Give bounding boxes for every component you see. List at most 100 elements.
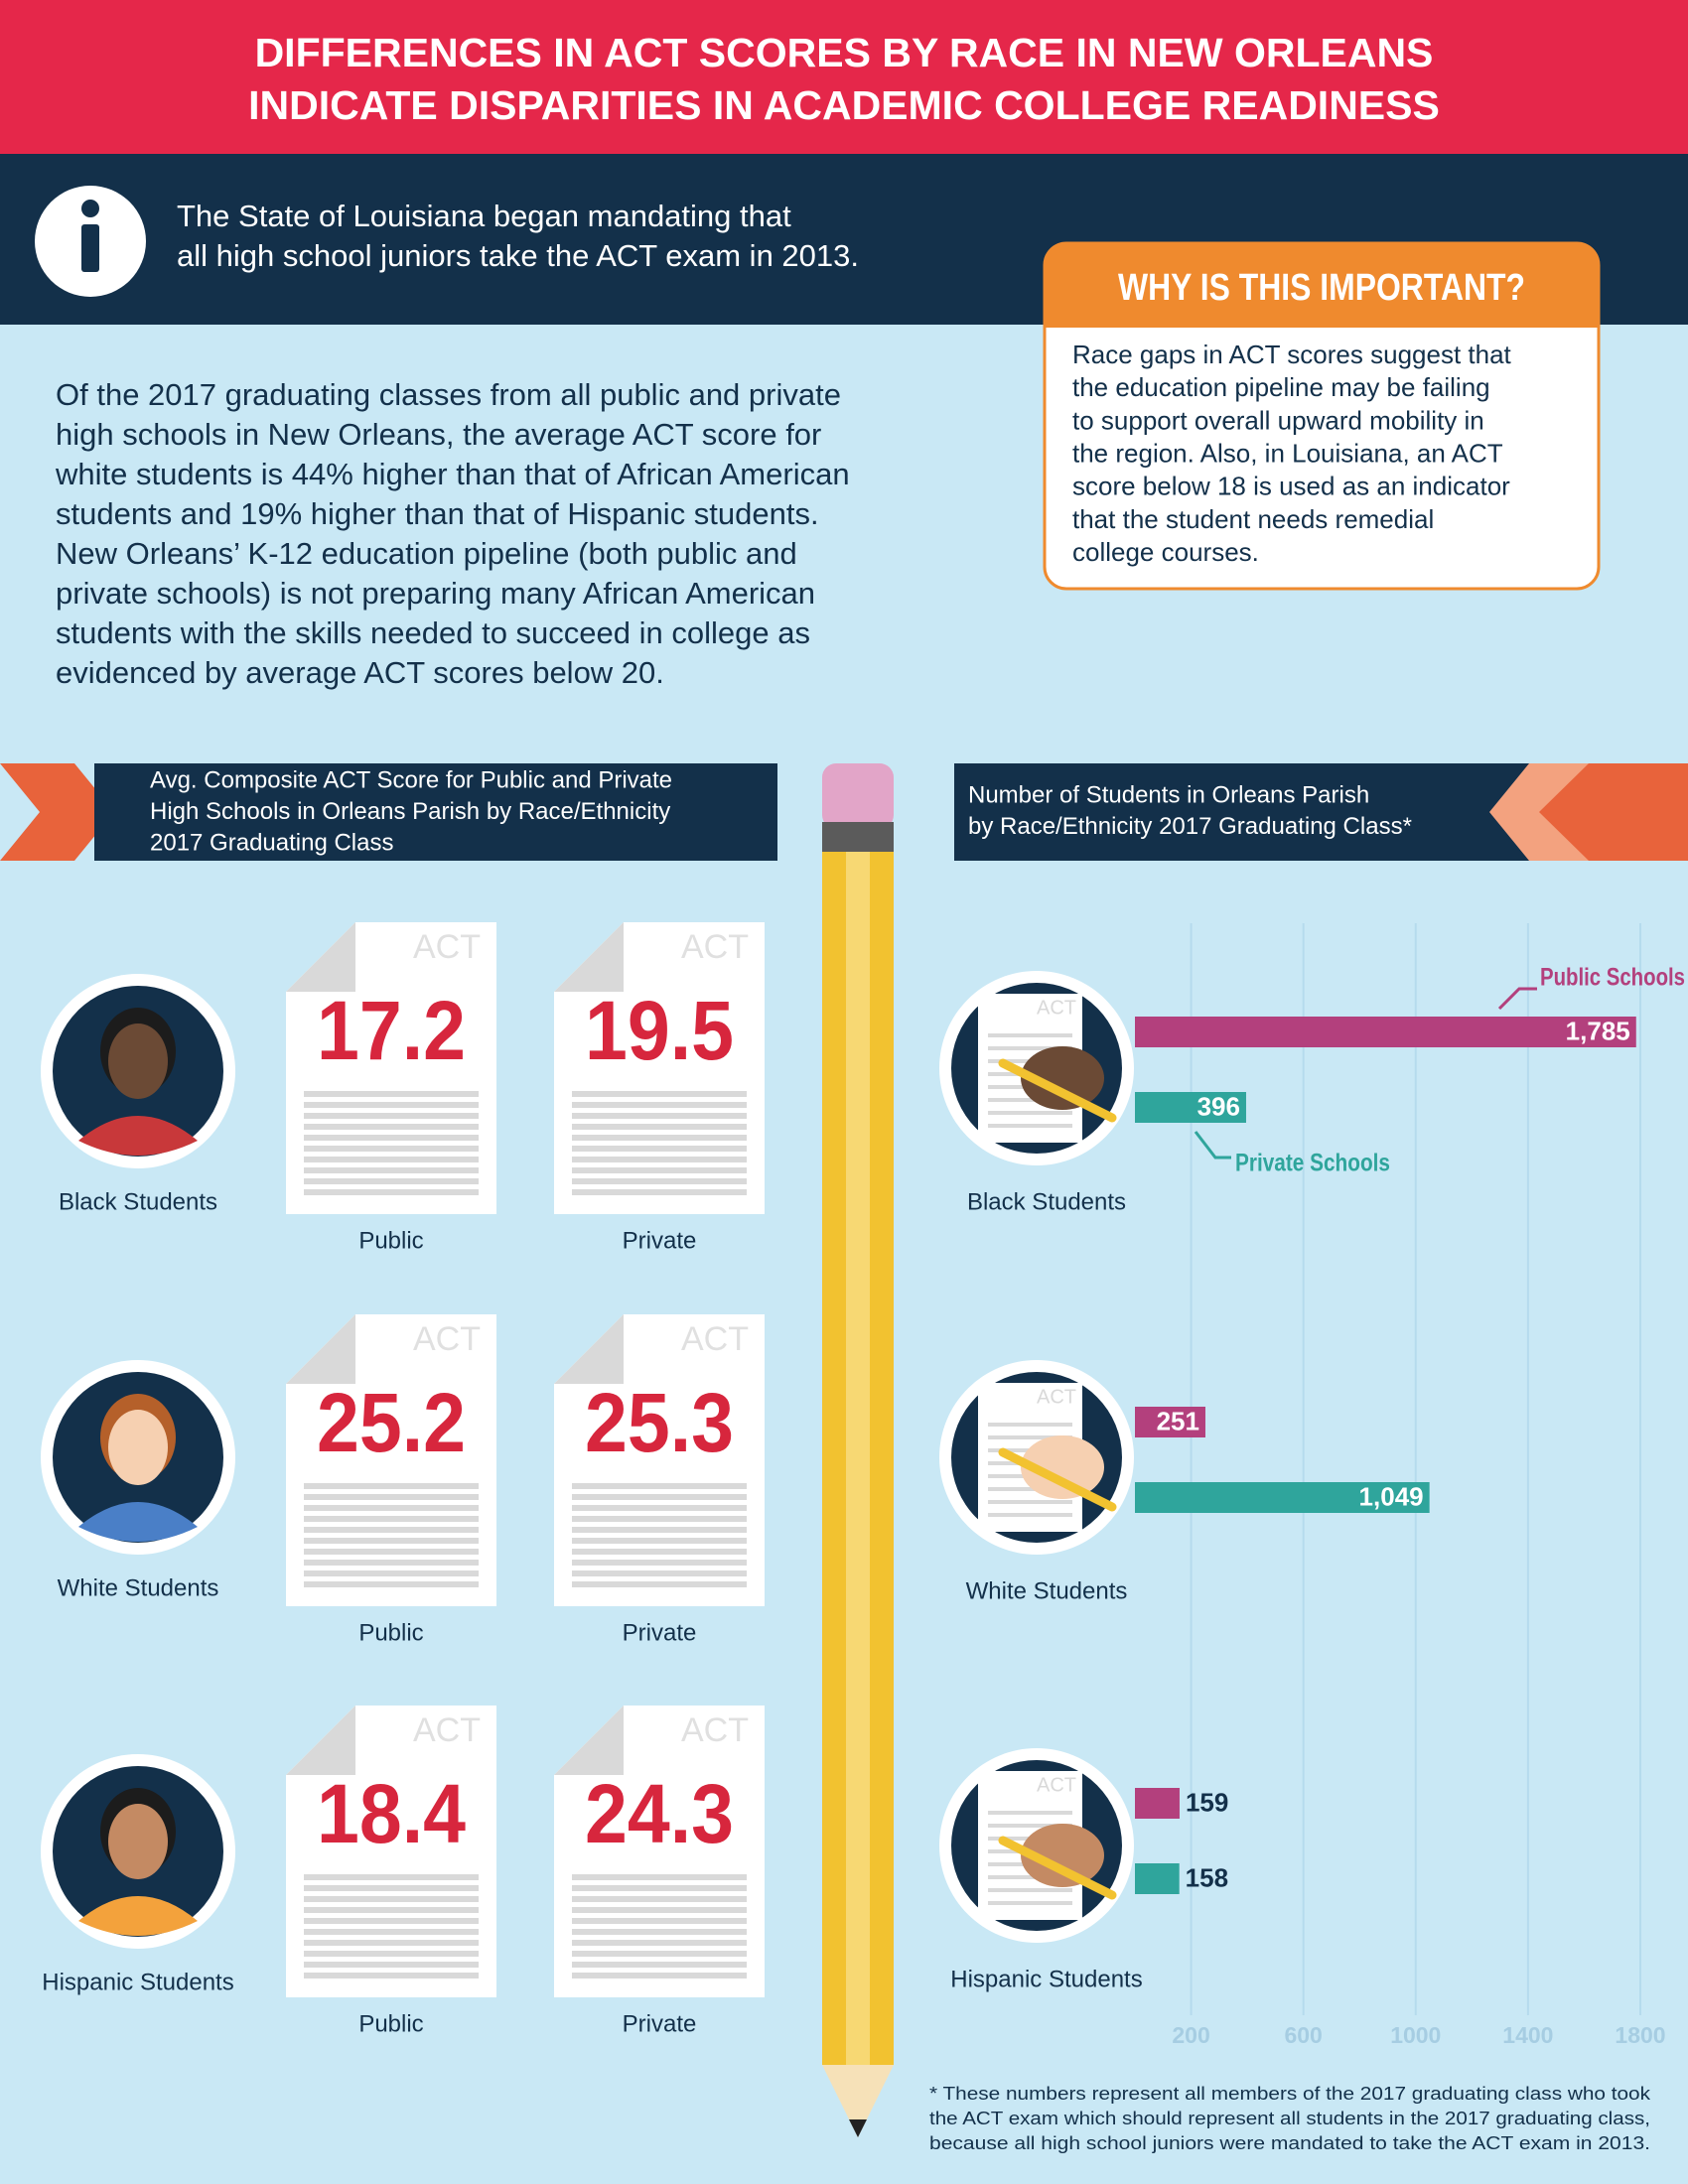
icon-pencil: [998, 1058, 1117, 1123]
doc-line: [304, 1549, 479, 1555]
person-body: [78, 1896, 198, 1936]
doc-line: [572, 1549, 747, 1555]
column-label: Public: [358, 1227, 423, 1254]
icon-doc-label: ACT: [1037, 1774, 1076, 1796]
doc-fold: [286, 922, 355, 992]
group-label: Black Students: [59, 1188, 217, 1215]
doc-label: ACT: [413, 1320, 481, 1358]
left-banner-line: High Schools in Orleans Parish by Race/E…: [150, 798, 670, 825]
icon-pencil: [998, 1836, 1117, 1900]
icon-paper-line: [988, 1513, 1072, 1517]
icon-doc-label: ACT: [1037, 1386, 1076, 1408]
intro-line: white students is 44% higher than that o…: [55, 457, 850, 491]
doc-line: [572, 1124, 747, 1130]
intro-line: New Orleans’ K-12 education pipeline (bo…: [56, 536, 797, 571]
doc-line: [304, 1570, 479, 1576]
value-label: 1,049: [1359, 1481, 1424, 1511]
value-label: 158: [1186, 1862, 1228, 1892]
title-line: INDICATE DISPARITIES IN ACADEMIC COLLEGE…: [248, 82, 1440, 128]
column-label: Public: [358, 1619, 423, 1646]
person-face: [108, 1804, 168, 1879]
doc-line: [304, 1962, 479, 1968]
bar: [1135, 1407, 1205, 1437]
doc-sheet: [554, 1706, 765, 1997]
icon-paper-line: [988, 1875, 1072, 1879]
doc-line: [304, 1929, 479, 1935]
doc-line: [304, 1157, 479, 1162]
doc-line: [304, 1896, 479, 1902]
footnote-line: because all high school juniors were man…: [929, 2133, 1650, 2153]
header-band: [0, 0, 1688, 154]
doc-line: [304, 1483, 479, 1489]
act-score: 24.3: [585, 1767, 734, 1860]
x-tick-label: 600: [1284, 2022, 1322, 2048]
doc-line: [572, 1178, 747, 1184]
pencil-tip: [822, 2065, 894, 2137]
doc-fold: [554, 1706, 624, 1775]
doc-fold: [286, 1314, 355, 1384]
doc-line: [572, 1494, 747, 1500]
bar: [1135, 1482, 1430, 1513]
bar: [1135, 1788, 1180, 1819]
doc-line: [304, 1135, 479, 1141]
bar: [1135, 1863, 1180, 1894]
doc-line: [304, 1918, 479, 1924]
doc-line: [572, 1516, 747, 1522]
person-face: [108, 1410, 168, 1485]
doc-label: ACT: [413, 1711, 481, 1749]
left-banner-line: Avg. Composite ACT Score for Public and …: [150, 766, 672, 793]
category-label: Hispanic Students: [950, 1966, 1142, 1992]
icon-paper-line: [988, 1033, 1072, 1037]
group-label: White Students: [58, 1574, 219, 1601]
why-header: [1045, 243, 1599, 328]
doc-fold: [554, 1314, 624, 1384]
x-tick-label: 1000: [1390, 2022, 1441, 2048]
icon-paper-line: [988, 1500, 1072, 1504]
doc-sheet: [554, 1314, 765, 1606]
act-score: 25.2: [317, 1376, 466, 1469]
doc-sheet: [286, 1706, 496, 1997]
doc-line: [304, 1178, 479, 1184]
doc-sheet: [286, 1314, 496, 1606]
doc-line: [304, 1907, 479, 1913]
legend-entry: Public Schools: [1540, 964, 1685, 992]
column-label: Public: [358, 2010, 423, 2037]
doc-line: [572, 1929, 747, 1935]
doc-line: [572, 1527, 747, 1533]
pencil-lead: [849, 2119, 867, 2137]
doc-line: [572, 1167, 747, 1173]
icon-paper-line: [988, 1423, 1072, 1427]
intro-line: students with the skills needed to succe…: [56, 615, 810, 650]
doc-line: [304, 1951, 479, 1957]
intro-line: Of the 2017 graduating classes from all …: [56, 377, 841, 412]
doc-line: [304, 1091, 479, 1097]
doc-line: [572, 1560, 747, 1566]
chart-title-line: Number of Students in Orleans Parish: [968, 781, 1369, 808]
doc-line: [572, 1885, 747, 1891]
intro-line: high schools in New Orleans, the average…: [56, 417, 821, 452]
doc-sheet: [554, 922, 765, 1214]
doc-line: [572, 1157, 747, 1162]
act-score: 25.3: [585, 1376, 734, 1469]
act-score: 19.5: [585, 984, 734, 1077]
doc-line: [304, 1874, 479, 1880]
doc-line: [572, 1570, 747, 1576]
info-line: The State of Louisiana began mandating t…: [177, 199, 791, 233]
icon-paper-line: [988, 1811, 1072, 1815]
doc-line: [304, 1113, 479, 1119]
doc-line: [304, 1167, 479, 1173]
icon-hand: [1021, 1046, 1104, 1110]
why-line: the education pipeline may be failing: [1072, 372, 1490, 402]
icon-paper-line: [988, 1487, 1072, 1491]
doc-line: [572, 1940, 747, 1946]
why-title: WHY IS THIS IMPORTANT?: [1118, 267, 1525, 309]
doc-line: [572, 1973, 747, 1979]
left-banner: [94, 763, 777, 861]
left-banner-line: 2017 Graduating Class: [150, 829, 393, 856]
doc-line: [304, 1527, 479, 1533]
doc-line: [572, 1962, 747, 1968]
doc-line: [572, 1189, 747, 1195]
intro-line: students and 19% higher than that of His…: [56, 496, 819, 531]
doc-line: [572, 1538, 747, 1544]
